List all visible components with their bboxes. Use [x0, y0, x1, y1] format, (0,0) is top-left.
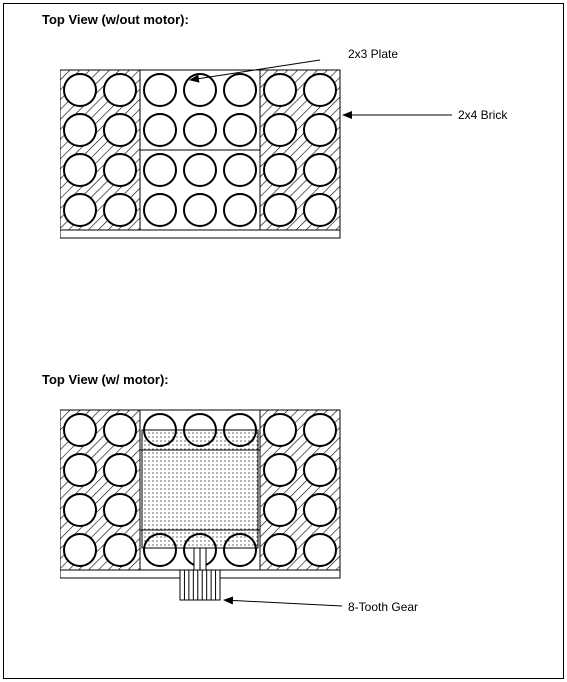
stud [264, 194, 296, 226]
stud [184, 114, 216, 146]
stud [104, 494, 136, 526]
stud [304, 534, 336, 566]
stud [304, 74, 336, 106]
diagram-top-view-with-motor [60, 400, 560, 670]
stud [64, 494, 96, 526]
diagram-top-view-without-motor [60, 40, 560, 280]
stud [184, 154, 216, 186]
brick-2x4 [260, 70, 340, 230]
stud [104, 194, 136, 226]
stud [264, 414, 296, 446]
stud [64, 194, 96, 226]
stud [264, 454, 296, 486]
stud [64, 454, 96, 486]
stud [64, 74, 96, 106]
stud [104, 454, 136, 486]
stud [224, 154, 256, 186]
brick-2x4 [260, 410, 340, 570]
stud [264, 74, 296, 106]
stud [304, 154, 336, 186]
stud [264, 154, 296, 186]
stud [144, 114, 176, 146]
plate-2x3 [140, 150, 260, 230]
base-plate [60, 230, 340, 238]
stud [144, 194, 176, 226]
stud [184, 194, 216, 226]
stud [304, 494, 336, 526]
callout-label: 8-Tooth Gear [348, 600, 418, 614]
stud [64, 534, 96, 566]
brick-2x4 [60, 70, 140, 230]
heading-view1: Top View (w/out motor): [42, 12, 189, 27]
stud [104, 154, 136, 186]
stud [144, 154, 176, 186]
stud [264, 114, 296, 146]
stud [264, 534, 296, 566]
stud [104, 114, 136, 146]
stud [224, 194, 256, 226]
plate-2x3 [140, 70, 260, 150]
callout-label: 2x4 Brick [458, 108, 507, 122]
stud [64, 154, 96, 186]
heading-view2: Top View (w/ motor): [42, 372, 169, 387]
stud [104, 534, 136, 566]
stud [264, 494, 296, 526]
motor [142, 430, 258, 548]
stud [304, 114, 336, 146]
callout-arrow [224, 600, 342, 606]
stud [104, 414, 136, 446]
stud [224, 74, 256, 106]
brick-2x4 [60, 410, 140, 570]
stud [104, 74, 136, 106]
stud [144, 74, 176, 106]
callout-label: 2x3 Plate [348, 47, 398, 61]
stud [304, 454, 336, 486]
stud [64, 414, 96, 446]
stud [304, 414, 336, 446]
stud [304, 194, 336, 226]
stud [224, 114, 256, 146]
stud [64, 114, 96, 146]
